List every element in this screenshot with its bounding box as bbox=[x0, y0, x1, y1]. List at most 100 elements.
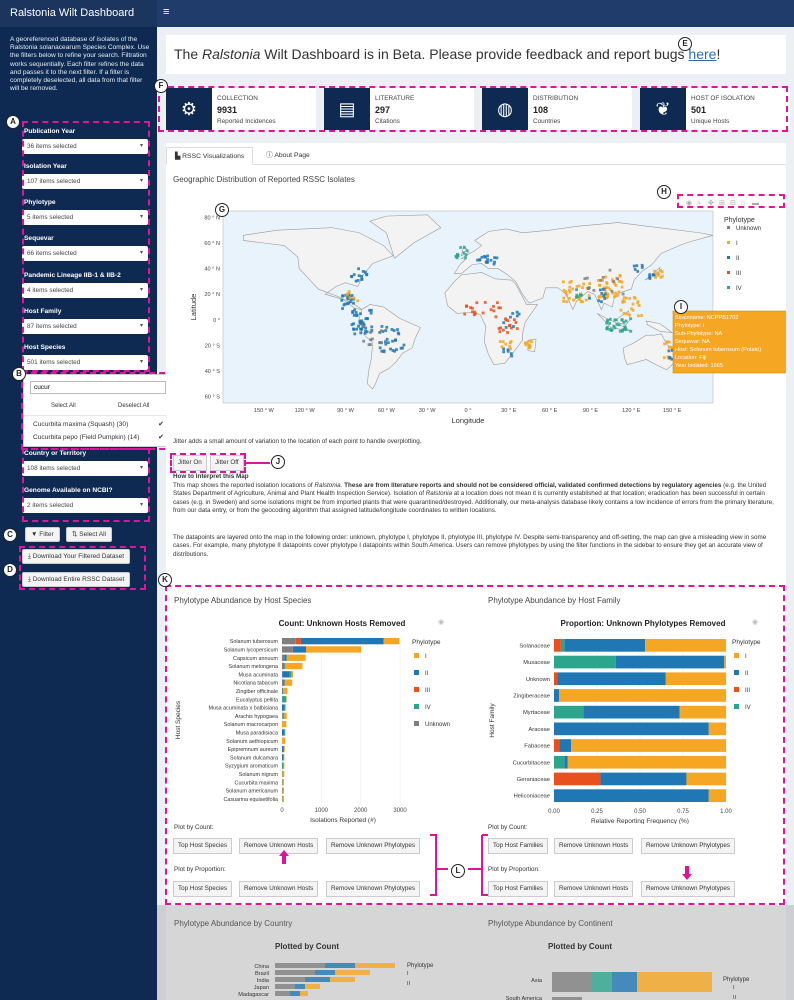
isolate-point bbox=[385, 337, 389, 341]
isolate-point bbox=[655, 271, 659, 275]
bar-segment bbox=[554, 755, 565, 769]
dropdown-option[interactable]: Cucurbita maxima (Squash) (30) bbox=[33, 421, 129, 428]
filter-select[interactable]: 2 items selected ▾ bbox=[22, 498, 148, 513]
isolate-point bbox=[348, 296, 352, 300]
remove-unknown-hosts-proportion-button[interactable]: Remove Unknown Hosts bbox=[239, 881, 319, 897]
top-host-families-button[interactable]: Top Host Families bbox=[488, 838, 549, 854]
download-entire-button[interactable]: ⤓ Download Entire RSSC Dataset bbox=[22, 572, 131, 587]
remove-unknown-hosts-button[interactable]: Remove Unknown Hosts bbox=[239, 838, 319, 854]
tab-about[interactable]: ⓘ About Page bbox=[266, 152, 310, 159]
bar-segment bbox=[285, 704, 286, 711]
bar-segment bbox=[305, 977, 330, 982]
category-label: Araceae bbox=[528, 727, 550, 733]
top-host-species-proportion-button[interactable]: Top Host Species bbox=[173, 881, 233, 897]
isolate-map[interactable]: 80 ° N 60 ° N 40 ° N 20 ° N 0 ° 20 ° S 40 ° S 6… bbox=[166, 195, 786, 435]
isolate-point bbox=[471, 306, 474, 310]
family-remove-unknown-hosts-proportion-button[interactable]: Remove Unknown Hosts bbox=[554, 881, 634, 897]
isolate-point bbox=[509, 352, 513, 356]
isolate-point bbox=[620, 329, 624, 333]
x-tick-label: 0.50 bbox=[634, 809, 646, 815]
tooltip-line: Year Isolated: 1965 bbox=[675, 363, 723, 369]
filter-select[interactable]: 4 items selected ▾ bbox=[22, 283, 148, 298]
bar-segment bbox=[571, 739, 726, 752]
dropdown-select-all-button[interactable]: Select All bbox=[51, 403, 76, 409]
bar-segment bbox=[330, 977, 355, 982]
legend-marker bbox=[734, 653, 739, 658]
lon-tick-label: 0 ° bbox=[465, 408, 472, 414]
dropdown-search-input[interactable] bbox=[30, 381, 166, 394]
x-axis-label: Relative Reporting Frequency (%) bbox=[591, 818, 689, 824]
isolate-point bbox=[608, 287, 612, 291]
sidebar-toggle-icon[interactable]: ≡ bbox=[163, 6, 170, 18]
host-family-chart[interactable]: Proportion: Unknown Phylotypes Removed ◉ 0… bbox=[482, 612, 786, 824]
isolate-point bbox=[349, 300, 352, 304]
remove-unknown-phylotypes-proportion-button[interactable]: Remove Unknown Phylotypes bbox=[326, 881, 420, 897]
isolate-point bbox=[584, 298, 588, 302]
bar-segment bbox=[282, 787, 284, 794]
family-remove-unknown-phylotypes-button[interactable]: Remove Unknown Phylotypes bbox=[641, 838, 735, 854]
jitter-on-button[interactable]: Jitter On bbox=[173, 455, 207, 471]
isolate-point bbox=[356, 299, 360, 303]
filter-select[interactable]: 36 items selected ▾ bbox=[22, 139, 148, 154]
isolate-point bbox=[378, 346, 382, 350]
filter-select[interactable]: 107 items selected ▾ bbox=[22, 174, 148, 189]
family-remove-unknown-hosts-button[interactable]: Remove Unknown Hosts bbox=[554, 838, 634, 854]
jitter-off-button[interactable]: Jitter Off bbox=[210, 455, 244, 471]
feedback-link[interactable]: here bbox=[688, 46, 717, 62]
isolate-point bbox=[630, 307, 633, 311]
select-all-button[interactable]: ⇅ Select All bbox=[66, 527, 113, 542]
isolate-point bbox=[575, 293, 579, 297]
beta-banner: The Ralstonia Wilt Dashboard is in Beta.… bbox=[166, 35, 786, 74]
bar-segment bbox=[554, 772, 601, 786]
lon-tick-label: 30 ° W bbox=[419, 408, 437, 414]
isolate-point bbox=[528, 345, 532, 349]
download-filtered-button[interactable]: ⤓ Download Your Filtered Dataset bbox=[22, 549, 131, 564]
remove-unknown-phylotypes-button[interactable]: Remove Unknown Phylotypes bbox=[326, 838, 420, 854]
map-x-axis-label: Longitude bbox=[452, 416, 485, 425]
isolate-point bbox=[598, 283, 601, 287]
filter-select[interactable]: 108 items selected ▾ bbox=[22, 461, 148, 476]
isolate-point bbox=[561, 280, 565, 284]
value-box-label: HOST OF ISOLATION bbox=[691, 95, 755, 102]
top-host-families-proportion-button[interactable]: Top Host Families bbox=[488, 881, 549, 897]
bar-segment bbox=[282, 737, 286, 744]
bar-segment bbox=[567, 755, 726, 769]
filter-button[interactable]: ▼ Filter bbox=[25, 527, 60, 542]
category-label: Solanum lycopersicum bbox=[224, 647, 279, 653]
isolate-point bbox=[492, 262, 496, 266]
isolate-point bbox=[341, 307, 344, 310]
host-species-dropdown[interactable]: Select All Deselect All Cucurbita maxima… bbox=[23, 374, 171, 447]
category-label: Cucurbitaceae bbox=[513, 760, 550, 766]
isolate-point bbox=[504, 317, 507, 321]
bar-segment bbox=[282, 720, 287, 728]
filter-select[interactable]: 66 items selected ▾ bbox=[22, 246, 148, 261]
isolate-point bbox=[361, 321, 365, 325]
x-tick-label: 1000 bbox=[315, 808, 329, 814]
dropdown-option[interactable]: Cucurbita pepo (Field Pumpkin) (14) bbox=[33, 434, 140, 441]
dropdown-deselect-all-button[interactable]: Deselect All bbox=[118, 403, 150, 409]
isolate-point bbox=[370, 325, 374, 329]
tab-bar: ▙ RSSC Visualizations ⓘ About Page bbox=[166, 143, 786, 165]
filter-select[interactable]: 5 items selected ▾ bbox=[22, 210, 148, 225]
isolate-point bbox=[506, 319, 510, 323]
isolate-point bbox=[605, 327, 609, 331]
top-host-species-button[interactable]: Top Host Species bbox=[173, 838, 233, 854]
filter-label: Sequevar bbox=[24, 235, 54, 242]
category-label: Solanum americanum bbox=[226, 789, 279, 795]
tab-rssc-visualizations[interactable]: ▙ RSSC Visualizations bbox=[166, 147, 254, 165]
host-species-chart[interactable]: Count: Unknown Hosts Removed ◉ 0 1000 2000 30… bbox=[166, 612, 480, 824]
isolate-point bbox=[572, 298, 576, 302]
bar-segment bbox=[564, 639, 646, 652]
isolate-point bbox=[616, 277, 620, 281]
bar-segment bbox=[282, 762, 284, 769]
filter-select[interactable]: 501 items selected ▾ bbox=[22, 355, 148, 370]
isolate-point bbox=[622, 320, 626, 324]
isolate-point bbox=[659, 275, 663, 279]
family-remove-unknown-phylotypes-proportion-button[interactable]: Remove Unknown Phylotypes bbox=[641, 881, 735, 897]
lat-tick-label: 20 ° N bbox=[204, 292, 220, 298]
bar-segment bbox=[282, 745, 284, 753]
filter-select[interactable]: 87 items selected ▾ bbox=[22, 319, 148, 334]
isolate-point bbox=[354, 311, 358, 314]
chevron-down-icon: ▾ bbox=[139, 502, 143, 508]
land-mass bbox=[357, 304, 421, 390]
